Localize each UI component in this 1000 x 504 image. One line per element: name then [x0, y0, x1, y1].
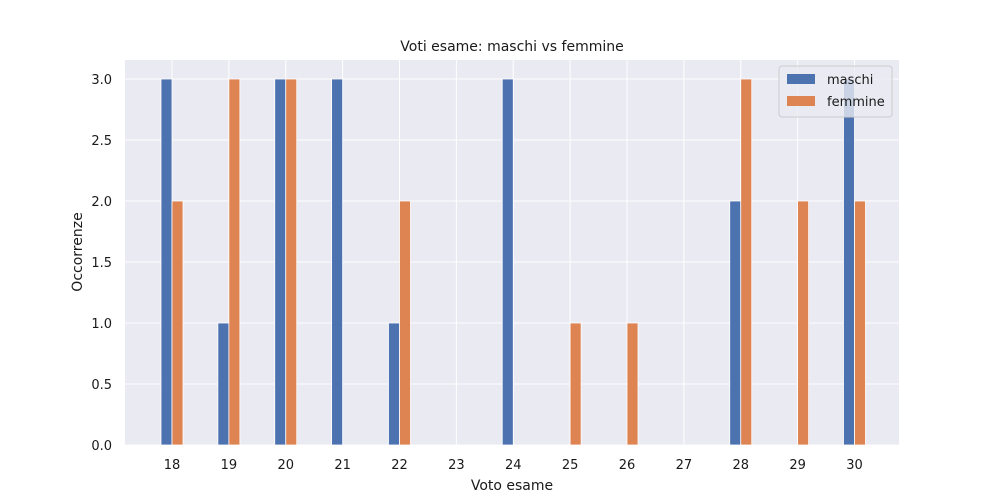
x-tick-label: 22: [391, 458, 408, 473]
x-tick-label: 26: [619, 458, 636, 473]
x-axis-label: Voto esame: [471, 478, 553, 494]
bars: [160, 78, 866, 446]
y-axis-ticks: 0.0 0.5 1.0 1.5 2.0 2.5 3.0: [91, 73, 112, 454]
bar-maschi-28: [729, 200, 742, 446]
y-axis-label: Occorrenze: [70, 212, 86, 291]
bar-femmine-25: [569, 322, 582, 446]
x-tick-label: 20: [277, 458, 294, 473]
x-tick-label: 30: [846, 458, 863, 473]
y-tick-label: 1.5: [91, 256, 112, 271]
y-tick-label: 2.0: [91, 195, 112, 210]
chart-title: Voti esame: maschi vs femmine: [400, 39, 623, 55]
x-tick-label: 25: [562, 458, 579, 473]
bar-femmine-26: [626, 322, 639, 446]
y-tick-label: 3.0: [91, 73, 112, 88]
bar-maschi-19: [217, 322, 230, 446]
y-tick-label: 0.0: [91, 439, 112, 454]
bar-maschi-24: [501, 78, 514, 446]
y-tick-label: 1.0: [91, 317, 112, 332]
x-tick-label: 27: [676, 458, 693, 473]
bar-maschi-21: [331, 78, 344, 446]
x-axis-ticks: 18 19 20 21 22 23 24 25 26 27 28 29 30: [164, 458, 863, 473]
x-tick-label: 21: [334, 458, 351, 473]
y-tick-label: 0.5: [91, 378, 112, 393]
legend-swatch-femmine: [787, 96, 815, 106]
bar-femmine-30: [854, 200, 866, 446]
legend-label-maschi: maschi: [827, 73, 873, 88]
x-tick-label: 24: [505, 458, 522, 473]
bar-femmine-18: [171, 200, 184, 446]
bar-femmine-22: [399, 200, 411, 446]
bar-maschi-18: [160, 78, 173, 446]
bar-maschi-30: [843, 78, 855, 446]
bar-femmine-28: [740, 78, 753, 446]
x-tick-label: 28: [732, 458, 749, 473]
legend-label-femmine: femmine: [827, 95, 885, 110]
bar-maschi-22: [388, 322, 400, 446]
bar-femmine-19: [228, 78, 241, 446]
y-tick-label: 2.5: [91, 134, 112, 149]
bar-femmine-29: [797, 200, 810, 446]
x-tick-label: 23: [448, 458, 465, 473]
x-tick-label: 18: [164, 458, 181, 473]
bar-maschi-20: [274, 78, 287, 446]
x-tick-label: 29: [789, 458, 806, 473]
bar-femmine-20: [285, 78, 298, 446]
x-tick-label: 19: [221, 458, 238, 473]
legend: maschi femmine: [778, 65, 893, 118]
legend-swatch-maschi: [787, 74, 815, 84]
